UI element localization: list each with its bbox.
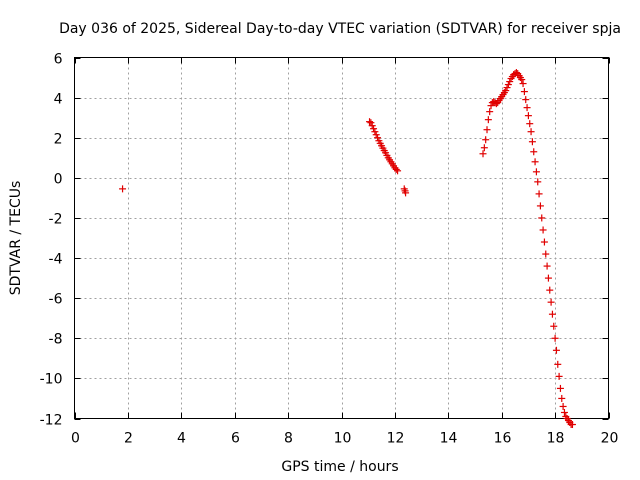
data-point bbox=[534, 178, 542, 186]
data-point bbox=[526, 120, 534, 128]
x-tick-label: 10 bbox=[334, 431, 352, 447]
data-point bbox=[519, 80, 527, 88]
data-point bbox=[484, 116, 492, 124]
data-point bbox=[372, 131, 380, 139]
x-tick-label: 18 bbox=[547, 431, 565, 447]
x-tick-label: 16 bbox=[494, 431, 512, 447]
data-point bbox=[527, 128, 535, 136]
data-point bbox=[479, 150, 487, 158]
data-point bbox=[480, 144, 488, 152]
y-tick-label: -10 bbox=[40, 372, 63, 388]
data-point bbox=[548, 310, 556, 318]
data-point bbox=[532, 168, 540, 176]
y-tick-label: -12 bbox=[40, 413, 63, 429]
plot-frame bbox=[74, 57, 609, 419]
x-tick-labels: 0 2 4 6 8 10 12 14 16 18 20 bbox=[71, 431, 618, 447]
data-point bbox=[392, 165, 400, 173]
x-tick-label: 0 bbox=[71, 431, 80, 447]
data-point bbox=[520, 88, 528, 96]
data-point bbox=[502, 87, 510, 95]
x-tick-label: 20 bbox=[601, 431, 619, 447]
data-point bbox=[486, 108, 494, 116]
data-point bbox=[540, 238, 548, 246]
data-point bbox=[368, 122, 376, 130]
data-point bbox=[366, 118, 374, 126]
data-point bbox=[367, 119, 375, 127]
y-tick-label: -8 bbox=[49, 332, 63, 348]
chart-title: Day 036 of 2025, Sidereal Day-to-day VTE… bbox=[59, 21, 621, 37]
data-point bbox=[559, 402, 567, 410]
y-tick-labels: -12 -10 -8 -6 -4 -2 0 2 4 6 bbox=[40, 52, 63, 429]
y-tick-label: -6 bbox=[49, 292, 63, 308]
data-point bbox=[524, 112, 532, 120]
y-tick-label: -4 bbox=[49, 252, 63, 268]
x-tick-label: 4 bbox=[177, 431, 186, 447]
data-point bbox=[555, 372, 563, 380]
x-tick-label: 12 bbox=[387, 431, 405, 447]
data-point bbox=[374, 134, 382, 142]
data-point bbox=[547, 298, 555, 306]
data-point bbox=[531, 158, 539, 166]
y-tick-label: -2 bbox=[49, 212, 63, 228]
x-tick-label: 6 bbox=[231, 431, 240, 447]
data-point bbox=[560, 408, 568, 416]
data-point bbox=[550, 322, 558, 330]
data-point bbox=[542, 250, 550, 258]
x-tick-label: 8 bbox=[284, 431, 293, 447]
y-tick-label: 4 bbox=[54, 92, 63, 108]
data-point bbox=[487, 102, 495, 110]
data-point bbox=[530, 148, 538, 156]
data-point bbox=[558, 394, 566, 402]
data-point bbox=[556, 384, 564, 392]
data-point bbox=[535, 190, 543, 198]
data-point bbox=[568, 421, 576, 429]
data-point bbox=[503, 84, 511, 92]
gridlines bbox=[74, 57, 609, 419]
data-point bbox=[482, 136, 490, 144]
data-point bbox=[523, 104, 531, 112]
data-point bbox=[518, 76, 526, 84]
data-point bbox=[546, 286, 554, 294]
axis-ticks bbox=[74, 57, 610, 420]
y-tick-label: 2 bbox=[54, 132, 63, 148]
data-point bbox=[483, 126, 491, 134]
data-point bbox=[504, 81, 512, 89]
data-point bbox=[119, 185, 127, 193]
data-point bbox=[506, 78, 514, 86]
x-tick-label: 14 bbox=[440, 431, 458, 447]
data-point bbox=[538, 214, 546, 222]
data-point bbox=[522, 96, 530, 104]
x-axis-title: GPS time / hours bbox=[281, 459, 398, 475]
y-tick-label: 6 bbox=[54, 52, 63, 68]
x-tick-label: 2 bbox=[124, 431, 133, 447]
data-point bbox=[536, 202, 544, 210]
data-point bbox=[551, 334, 559, 342]
data-point bbox=[528, 138, 536, 146]
data-point bbox=[394, 167, 402, 175]
data-point bbox=[370, 125, 378, 133]
data-point bbox=[371, 128, 379, 136]
y-tick-label: 0 bbox=[54, 172, 63, 188]
data-point bbox=[539, 226, 547, 234]
data-point bbox=[552, 346, 560, 354]
data-point bbox=[543, 262, 551, 270]
data-point bbox=[402, 189, 410, 197]
data-point bbox=[554, 360, 562, 368]
y-axis-title: SDTVAR / TECUs bbox=[8, 181, 24, 296]
data-points bbox=[119, 69, 576, 429]
data-point bbox=[544, 274, 552, 282]
